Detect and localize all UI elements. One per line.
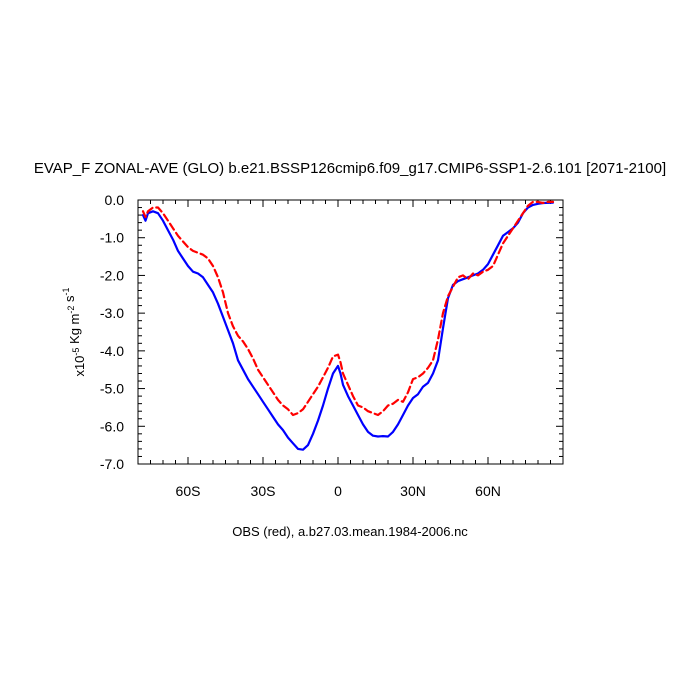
x-axis-label: OBS (red), a.b27.03.mean.1984-2006.nc (232, 524, 468, 539)
series-layer (141, 200, 555, 451)
y-tick-label: -6.0 (100, 418, 124, 434)
y-tick-label: -4.0 (100, 343, 124, 359)
ticks-layer (137, 199, 563, 465)
x-tick-label: 60S (176, 483, 201, 499)
labels-layer: 0.0 -1.0 -2.0 -3.0 -4.0 -5.0 -6.0 -7.0 60S 30S 0 30… (100, 192, 501, 499)
chart-title: EVAP_F ZONAL-AVE (GLO) b.e21.BSSP126cmip… (33, 160, 667, 177)
y-label-exponent: -5 (71, 348, 81, 356)
x-tick-label: 30N (400, 483, 426, 499)
y-label-text: Kg m (67, 314, 82, 348)
series-line-1 (141, 200, 555, 417)
y-label-text: x10 (72, 356, 87, 377)
y-tick-label: -1.0 (100, 230, 124, 246)
y-label-exponent: -1 (61, 287, 71, 295)
x-tick-label: 0 (334, 483, 342, 499)
y-axis-label: x10-5 Kg m-2 s-1 (61, 287, 87, 376)
x-tick-label: 30S (251, 483, 276, 499)
y-label-exponent: -2 (66, 306, 76, 314)
y-tick-label: -2.0 (100, 267, 124, 283)
y-tick-label: -7.0 (100, 456, 124, 472)
y-tick-label: -3.0 (100, 305, 124, 321)
y-label-text: s (62, 295, 77, 306)
y-tick-label: -5.0 (100, 381, 124, 397)
x-tick-label: 60N (475, 483, 501, 499)
plot-frame (137, 199, 564, 465)
y-tick-label: 0.0 (105, 192, 125, 208)
series-line-0 (141, 201, 555, 451)
